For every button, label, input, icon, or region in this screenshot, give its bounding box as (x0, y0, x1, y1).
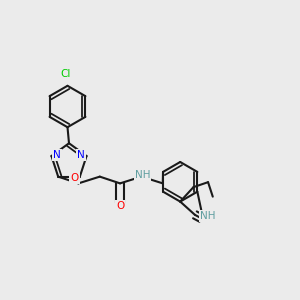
Text: N: N (53, 150, 61, 160)
Text: Cl: Cl (61, 69, 71, 80)
Text: O: O (116, 201, 124, 211)
Text: O: O (70, 173, 79, 183)
Text: N: N (77, 150, 85, 160)
Text: NH: NH (200, 211, 216, 220)
Text: NH: NH (135, 170, 150, 180)
